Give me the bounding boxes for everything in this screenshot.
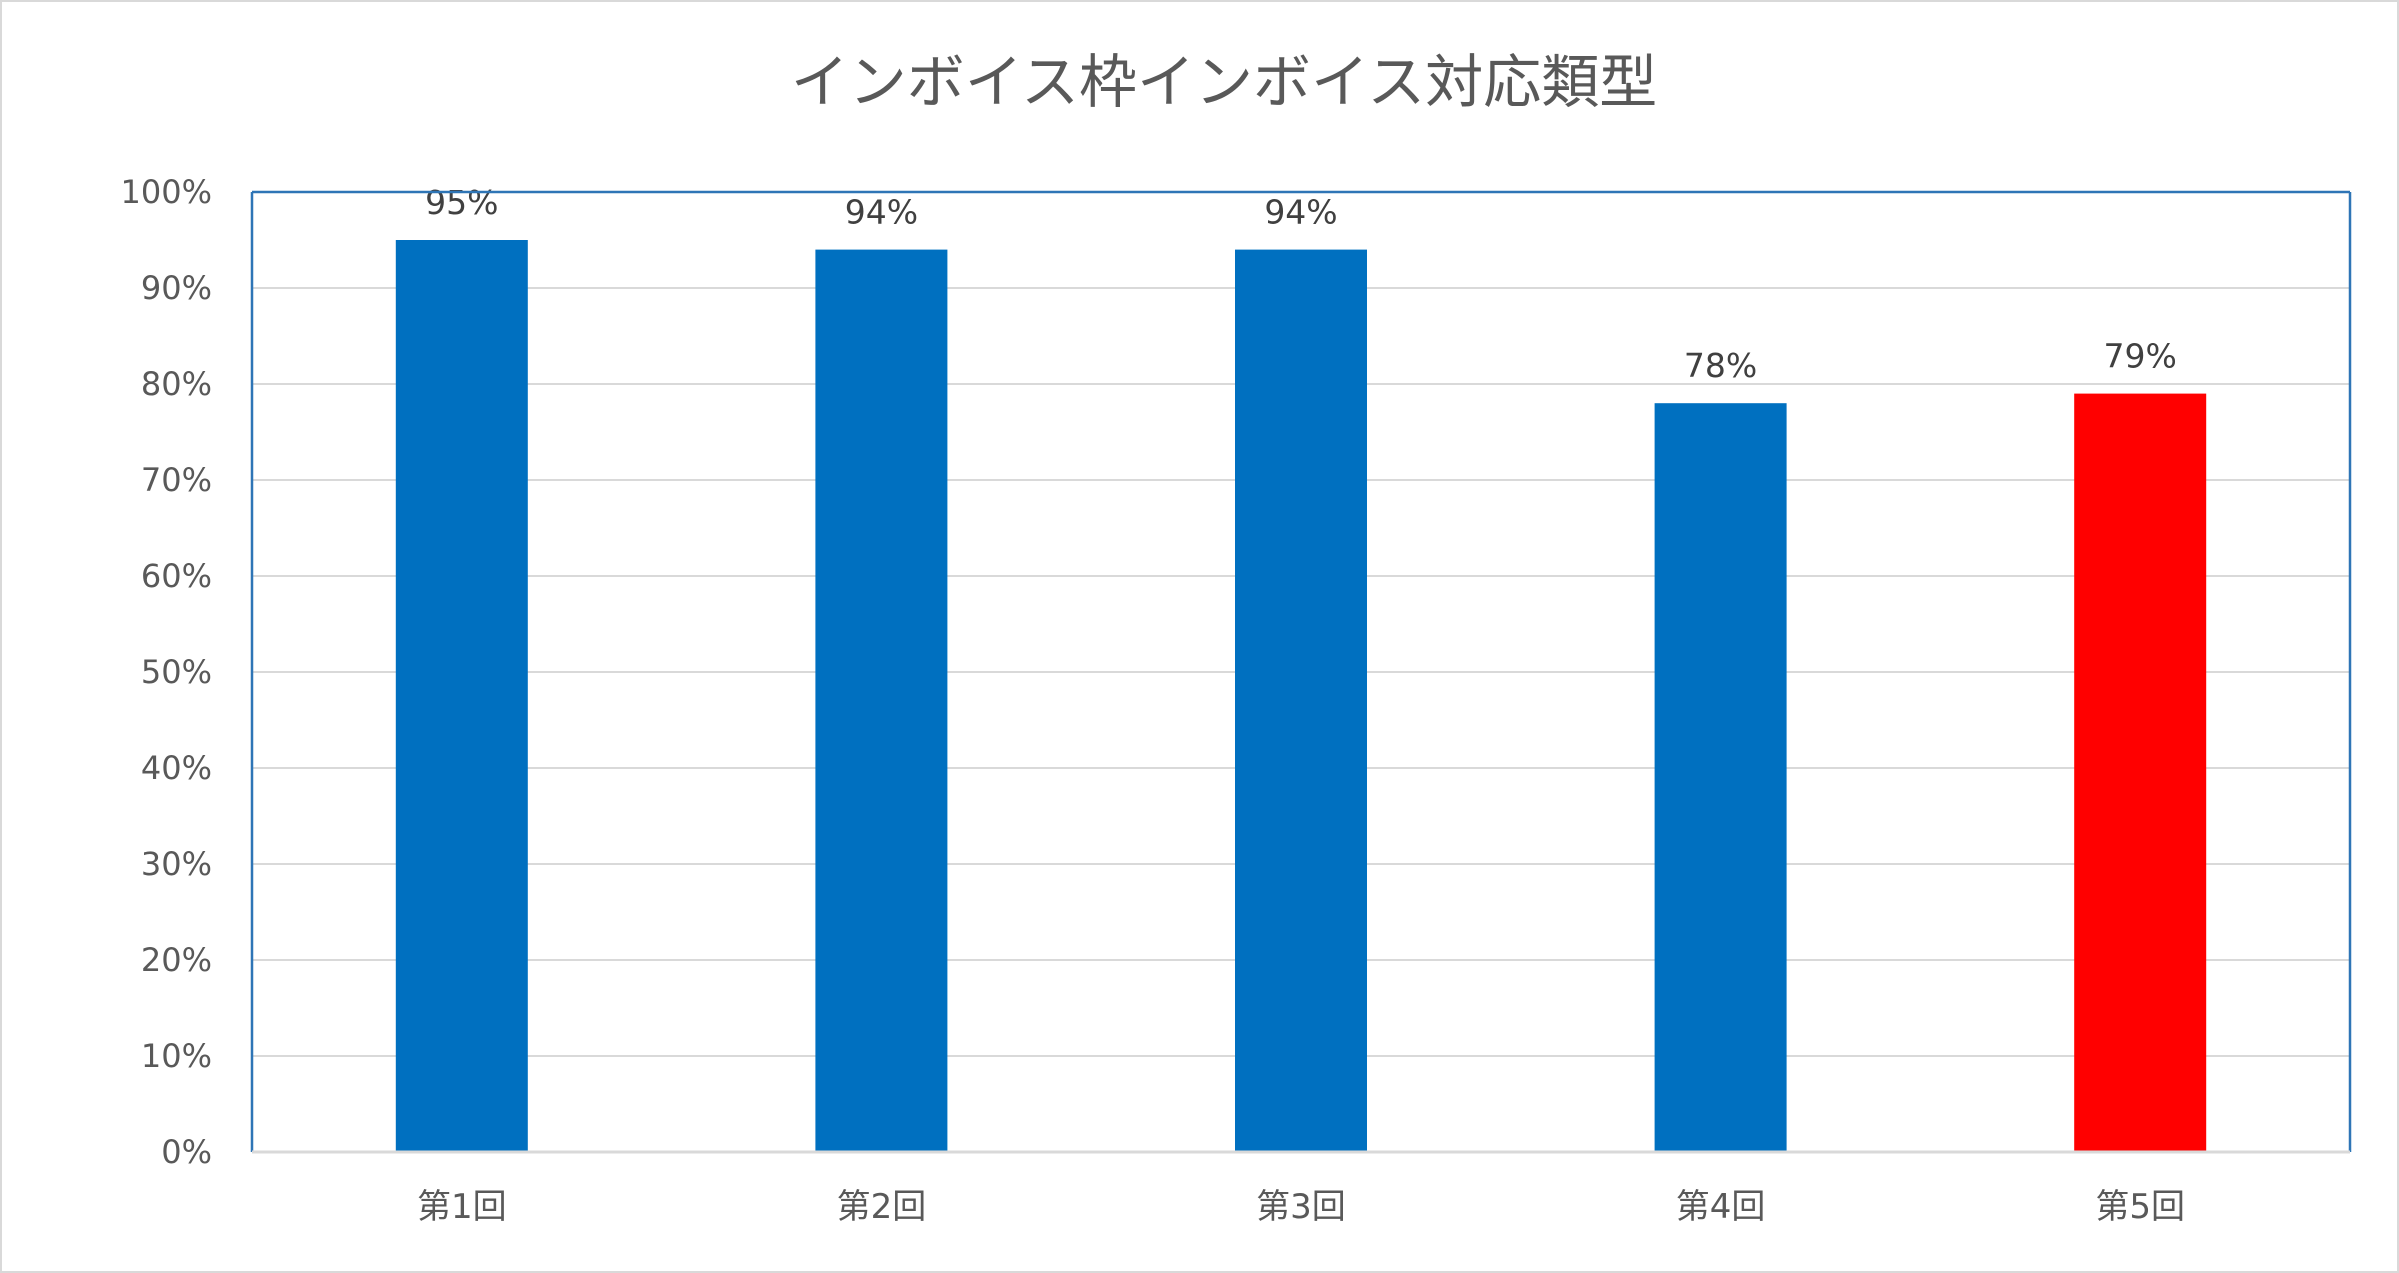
data-label: 95% — [425, 183, 498, 222]
x-tick-label: 第3回 — [1256, 1187, 1346, 1227]
y-axis-ticks: 0% 10% 20% 30% 40% 50% 60% 70% 80% 90% 100% — [121, 173, 212, 1171]
chart-title: インボイス枠インボイス対応類型 — [791, 48, 1658, 116]
y-tick-label: 40% — [141, 749, 212, 787]
y-tick-label: 0% — [161, 1133, 212, 1171]
bar — [395, 240, 528, 1152]
y-tick-label: 50% — [141, 653, 212, 691]
y-tick-label: 60% — [141, 557, 212, 595]
x-tick-label: 第2回 — [837, 1187, 927, 1227]
y-tick-label: 70% — [141, 461, 212, 499]
data-label: 79% — [2104, 337, 2177, 376]
bar — [815, 249, 948, 1153]
data-labels: 95% 94% 94% 78% 79% — [425, 183, 2177, 385]
x-axis-ticks: 第1回 第2回 第3回 第4回 第5回 — [417, 1187, 2185, 1227]
data-label: 94% — [845, 193, 918, 232]
y-tick-label: 100% — [121, 173, 212, 211]
bar — [2074, 393, 2207, 1153]
axes — [250, 190, 2352, 1154]
x-tick-label: 第5回 — [2095, 1187, 2185, 1227]
bars — [395, 240, 2207, 1153]
y-tick-label: 10% — [141, 1037, 212, 1075]
bar — [1654, 403, 1787, 1152]
data-label: 78% — [1684, 346, 1757, 385]
bar — [1235, 249, 1367, 1153]
data-label: 94% — [1264, 193, 1337, 232]
x-tick-label: 第4回 — [1676, 1187, 1766, 1227]
y-tick-label: 80% — [141, 365, 212, 403]
y-tick-label: 20% — [141, 941, 212, 979]
y-tick-label: 90% — [141, 269, 212, 307]
y-tick-label: 30% — [141, 845, 212, 883]
x-tick-label: 第1回 — [417, 1187, 507, 1227]
